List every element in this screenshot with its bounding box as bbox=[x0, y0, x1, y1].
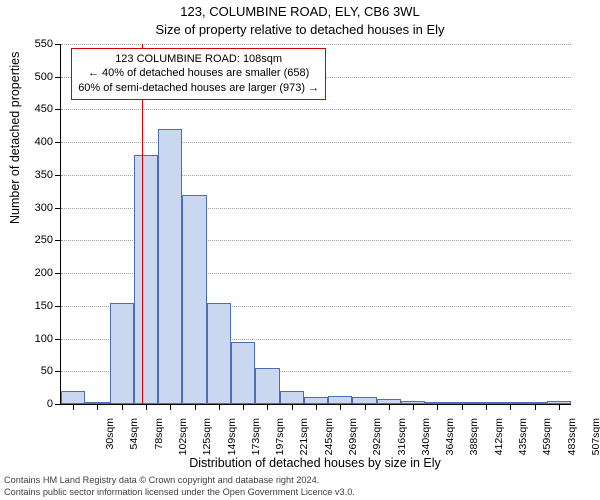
x-tick-label: 388sqm bbox=[468, 418, 480, 457]
annotation-line-2: 60% of semi-detached houses are larger (… bbox=[78, 81, 319, 96]
y-tick bbox=[55, 273, 61, 274]
x-tick bbox=[559, 404, 560, 410]
x-tick bbox=[389, 404, 390, 410]
plot-area: 05010015020025030035040045050055030sqm54… bbox=[60, 44, 571, 405]
y-tick-label: 0 bbox=[17, 398, 53, 410]
x-tick bbox=[340, 404, 341, 410]
histogram-bar bbox=[280, 391, 304, 404]
x-tick bbox=[316, 404, 317, 410]
y-tick bbox=[55, 404, 61, 405]
x-tick bbox=[267, 404, 268, 410]
x-tick-label: 507sqm bbox=[590, 418, 600, 457]
x-tick bbox=[292, 404, 293, 410]
y-tick-label: 250 bbox=[17, 234, 53, 246]
x-tick bbox=[73, 404, 74, 410]
x-tick bbox=[535, 404, 536, 410]
gridline-h bbox=[61, 142, 571, 143]
x-tick bbox=[122, 404, 123, 410]
x-tick bbox=[170, 404, 171, 410]
y-tick-label: 550 bbox=[17, 38, 53, 50]
x-tick-label: 149sqm bbox=[226, 418, 238, 457]
y-tick-label: 300 bbox=[17, 202, 53, 214]
histogram-bar bbox=[255, 368, 279, 404]
chart-container: 123, COLUMBINE ROAD, ELY, CB6 3WL Size o… bbox=[0, 0, 600, 500]
y-tick bbox=[55, 371, 61, 372]
histogram-bar bbox=[207, 303, 231, 404]
y-tick-label: 50 bbox=[17, 365, 53, 377]
y-tick-label: 400 bbox=[17, 136, 53, 148]
annotation-box: 123 COLUMBINE ROAD: 108sqm← 40% of detac… bbox=[71, 48, 326, 101]
x-tick-label: 197sqm bbox=[274, 418, 286, 457]
x-tick bbox=[146, 404, 147, 410]
y-tick bbox=[55, 306, 61, 307]
gridline-h bbox=[61, 109, 571, 110]
x-tick-label: 173sqm bbox=[250, 418, 262, 457]
y-tick-label: 150 bbox=[17, 300, 53, 312]
y-tick bbox=[55, 240, 61, 241]
histogram-bar bbox=[134, 155, 158, 404]
x-tick-label: 483sqm bbox=[566, 418, 578, 457]
x-tick-label: 78sqm bbox=[153, 418, 165, 457]
x-tick bbox=[195, 404, 196, 410]
histogram-bar bbox=[182, 195, 206, 404]
histogram-bar bbox=[328, 396, 352, 404]
histogram-bar bbox=[110, 303, 134, 404]
x-tick bbox=[219, 404, 220, 410]
x-tick-label: 292sqm bbox=[371, 418, 383, 457]
x-tick bbox=[437, 404, 438, 410]
x-tick bbox=[462, 404, 463, 410]
x-tick-label: 364sqm bbox=[444, 418, 456, 457]
y-tick bbox=[55, 339, 61, 340]
x-tick-label: 221sqm bbox=[298, 418, 310, 457]
x-tick-label: 102sqm bbox=[177, 418, 189, 457]
x-tick bbox=[365, 404, 366, 410]
y-tick bbox=[55, 175, 61, 176]
y-tick-label: 200 bbox=[17, 267, 53, 279]
chart-title-sub: Size of property relative to detached ho… bbox=[0, 22, 600, 37]
y-tick bbox=[55, 142, 61, 143]
x-tick-label: 459sqm bbox=[541, 418, 553, 457]
x-axis-title: Distribution of detached houses by size … bbox=[60, 456, 570, 470]
footer-line-2: Contains public sector information licen… bbox=[4, 487, 596, 499]
x-tick-label: 316sqm bbox=[396, 418, 408, 457]
y-tick bbox=[55, 77, 61, 78]
y-tick bbox=[55, 208, 61, 209]
footer-line-1: Contains HM Land Registry data © Crown c… bbox=[4, 475, 596, 487]
x-tick-label: 412sqm bbox=[493, 418, 505, 457]
y-tick bbox=[55, 109, 61, 110]
x-tick-label: 125sqm bbox=[201, 418, 213, 457]
y-tick-label: 500 bbox=[17, 71, 53, 83]
gridline-h bbox=[61, 44, 571, 45]
x-tick-label: 30sqm bbox=[104, 418, 116, 457]
chart-title-main: 123, COLUMBINE ROAD, ELY, CB6 3WL bbox=[0, 4, 600, 19]
histogram-bar bbox=[231, 342, 255, 404]
x-tick-label: 269sqm bbox=[347, 418, 359, 457]
x-tick bbox=[413, 404, 414, 410]
y-tick-label: 450 bbox=[17, 103, 53, 115]
x-tick bbox=[486, 404, 487, 410]
x-tick bbox=[243, 404, 244, 410]
y-tick-label: 100 bbox=[17, 333, 53, 345]
x-tick bbox=[510, 404, 511, 410]
x-tick-label: 340sqm bbox=[420, 418, 432, 457]
annotation-line-0: 123 COLUMBINE ROAD: 108sqm bbox=[78, 52, 319, 67]
x-tick-label: 245sqm bbox=[323, 418, 335, 457]
annotation-line-1: ← 40% of detached houses are smaller (65… bbox=[78, 66, 319, 81]
histogram-bar bbox=[158, 129, 182, 404]
y-tick bbox=[55, 44, 61, 45]
y-tick-label: 350 bbox=[17, 169, 53, 181]
x-tick-label: 54sqm bbox=[128, 418, 140, 457]
histogram-bar bbox=[61, 391, 85, 404]
x-tick bbox=[97, 404, 98, 410]
footer-attribution: Contains HM Land Registry data © Crown c… bbox=[0, 475, 600, 498]
x-tick-label: 435sqm bbox=[517, 418, 529, 457]
